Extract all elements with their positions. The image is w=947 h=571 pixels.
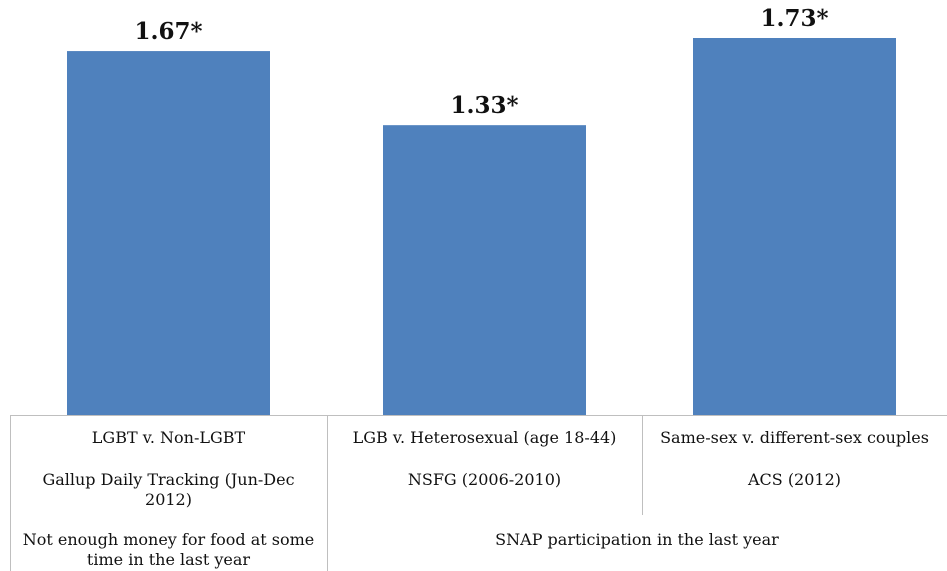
category-label: Same-sex v. different-sex couples [660,428,929,447]
group-label: Not enough money for food at some time i… [22,530,315,569]
data-label: 1.67* [134,18,202,45]
bar [383,125,586,415]
bar [67,51,270,416]
category-label: LGB v. Heterosexual (age 18-44) [352,428,617,447]
bar [693,38,896,415]
source-label: ACS (2012) [747,470,842,489]
category-label: LGBT v. Non-LGBT [91,428,246,447]
data-label: 1.73* [760,5,828,32]
source-label: Gallup Daily Tracking (Jun-Dec 2012) [42,470,295,509]
group-label: SNAP participation in the last year [495,530,779,549]
source-label: NSFG (2006-2010) [407,470,562,489]
data-label: 1.33* [450,92,518,119]
